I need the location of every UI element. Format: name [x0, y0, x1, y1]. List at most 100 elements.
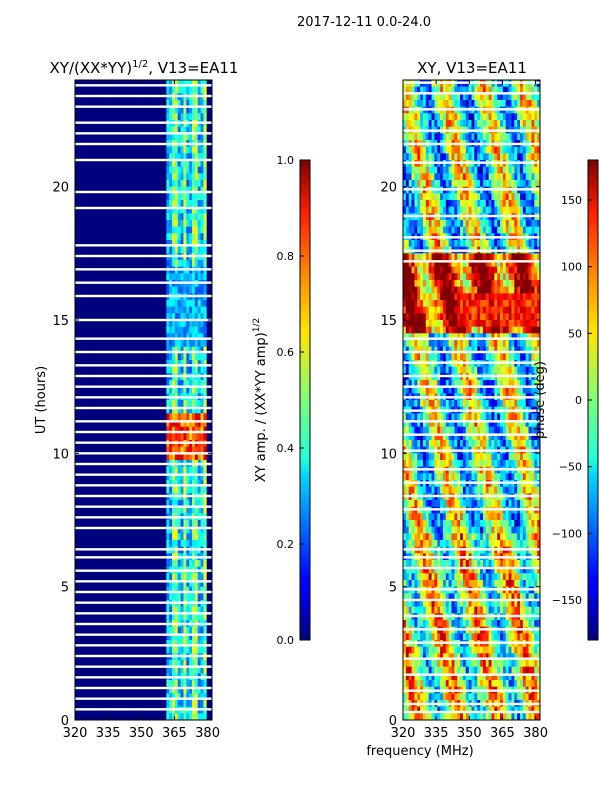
heatmap-cell: [454, 120, 457, 127]
heatmap-cell: [203, 260, 206, 267]
heatmap-cell: [446, 193, 449, 200]
heatmap-cell: [175, 467, 178, 474]
heatmap-cell: [189, 173, 192, 180]
heatmap-cell: [506, 180, 509, 187]
heatmap-cell: [417, 327, 420, 334]
heatmap-cell: [531, 307, 534, 314]
heatmap-cell: [503, 327, 506, 334]
heatmap-cell: [172, 300, 175, 307]
heatmap-cell: [474, 340, 477, 347]
heatmap-cell: [195, 167, 198, 174]
heatmap-cell: [198, 713, 201, 720]
heatmap-cell: [534, 267, 537, 274]
heatmap-cell: [511, 440, 514, 447]
heatmap-cell: [434, 133, 437, 140]
heatmap-cell: [432, 327, 435, 334]
heatmap-cell: [178, 233, 181, 240]
heatmap-cell: [432, 340, 435, 347]
heatmap-cell: [511, 207, 514, 214]
heatmap-cell: [412, 560, 415, 567]
heatmap-cell: [198, 193, 201, 200]
heatmap-cell: [523, 320, 526, 327]
heatmap-cell: [457, 220, 460, 227]
heatmap-cell: [531, 173, 534, 180]
flagged-row: [75, 319, 212, 321]
heatmap-cell: [463, 167, 466, 174]
flagged-row: [75, 441, 212, 443]
heatmap-cell: [452, 473, 455, 480]
heatmap-cell: [198, 273, 201, 280]
heatmap-cell: [169, 487, 172, 494]
heatmap-cell: [517, 440, 520, 447]
heatmap-cell: [406, 367, 409, 374]
heatmap-cell: [417, 100, 420, 107]
heatmap-cell: [452, 207, 455, 214]
heatmap-cell: [440, 253, 443, 260]
heatmap-cell: [514, 453, 517, 460]
heatmap-cell: [437, 353, 440, 360]
heatmap-cell: [472, 100, 475, 107]
heatmap-cell: [198, 200, 201, 207]
heatmap-cell: [429, 453, 432, 460]
heatmap-cell: [449, 240, 452, 247]
heatmap-cell: [183, 327, 186, 334]
heatmap-cell: [489, 313, 492, 320]
heatmap-cell: [457, 200, 460, 207]
heatmap-cell: [460, 453, 463, 460]
heatmap-cell: [434, 153, 437, 160]
heatmap-cell: [517, 220, 520, 227]
heatmap-cell: [203, 467, 206, 474]
heatmap-cell: [426, 427, 429, 434]
heatmap-cell: [414, 487, 417, 494]
flagged-row: [75, 484, 212, 486]
flagged-row: [75, 655, 212, 657]
heatmap-cell: [192, 180, 195, 187]
heatmap-cell: [432, 533, 435, 540]
heatmap-cell: [466, 273, 469, 280]
heatmap-cell: [183, 520, 186, 527]
heatmap-cell: [201, 573, 204, 580]
heatmap-cell: [172, 233, 175, 240]
heatmap-cell: [203, 307, 206, 314]
heatmap-cell: [500, 460, 503, 467]
heatmap-cell: [183, 180, 186, 187]
heatmap-cell: [463, 220, 466, 227]
heatmap-cell: [520, 427, 523, 434]
heatmap-cell: [454, 147, 457, 154]
heatmap-cell: [420, 400, 423, 407]
heatmap-cell: [491, 500, 494, 507]
heatmap-cell: [420, 227, 423, 234]
heatmap-cell: [529, 320, 532, 327]
heatmap-cell: [178, 433, 181, 440]
heatmap-cell: [201, 353, 204, 360]
heatmap-cell: [531, 320, 534, 327]
heatmap-cell: [414, 193, 417, 200]
heatmap-cell: [183, 400, 186, 407]
heatmap-cell: [514, 320, 517, 327]
heatmap-cell: [486, 167, 489, 174]
heatmap-cell: [429, 500, 432, 507]
heatmap-cell: [526, 340, 529, 347]
heatmap-cell: [474, 527, 477, 534]
heatmap-cell: [186, 533, 189, 540]
heatmap-cell: [497, 113, 500, 120]
heatmap-cell: [432, 227, 435, 234]
heatmap-cell: [169, 593, 172, 600]
heatmap-cell: [443, 400, 446, 407]
heatmap-cell: [175, 433, 178, 440]
heatmap-cell: [477, 220, 480, 227]
heatmap-cell: [443, 220, 446, 227]
heatmap-cell: [514, 173, 517, 180]
heatmap-cell: [420, 253, 423, 260]
heatmap-cell: [457, 113, 460, 120]
heatmap-cell: [483, 440, 486, 447]
heatmap-cell: [423, 133, 426, 140]
heatmap-cell: [523, 133, 526, 140]
heatmap-cell: [443, 560, 446, 567]
heatmap-cell: [494, 440, 497, 447]
heatmap-cell: [480, 220, 483, 227]
heatmap-cell: [469, 267, 472, 274]
heatmap-cell: [434, 300, 437, 307]
heatmap-cell: [417, 527, 420, 534]
heatmap-cell: [432, 113, 435, 120]
